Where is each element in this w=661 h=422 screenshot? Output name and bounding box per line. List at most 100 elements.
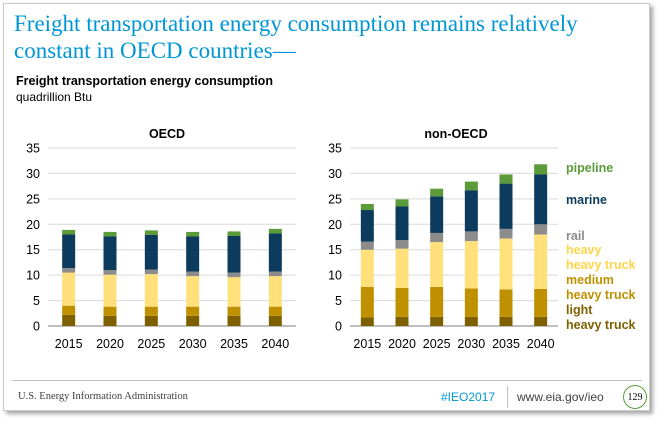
legend-label-heavy-heavy-truck: heavy — [566, 243, 601, 257]
non-oecd-bar-rail — [395, 240, 409, 249]
non-oecd-x-tick-label: 2030 — [457, 337, 485, 351]
non-oecd-x-tick-label: 2020 — [388, 337, 416, 351]
non-oecd-bar-rail — [464, 231, 478, 242]
non-oecd-bar-heavy-heavy-truck — [360, 249, 374, 287]
non-oecd-bar-light-heavy-truck — [534, 316, 548, 326]
non-oecd-y-tick-label: 10 — [328, 269, 342, 283]
non-oecd-bar-medium-heavy-truck — [395, 287, 409, 317]
legend-label-pipeline: pipeline — [566, 161, 613, 175]
non-oecd-bar-heavy-heavy-truck — [534, 234, 548, 289]
oecd-bar-heavy-heavy-truck — [186, 276, 200, 307]
non-oecd-bar-marine — [430, 196, 444, 233]
footer-agency: U.S. Energy Information Administration — [18, 391, 188, 402]
oecd-bar-light-heavy-truck — [62, 314, 76, 326]
oecd-bar-medium-heavy-truck — [186, 306, 200, 316]
oecd-bar-marine — [186, 236, 200, 272]
oecd-bar-heavy-heavy-truck — [103, 274, 117, 307]
legend-label-rail: rail — [566, 229, 585, 243]
legend-label-medium-heavy-truck: heavy truck — [566, 288, 636, 302]
non-oecd-bar-light-heavy-truck — [499, 316, 513, 326]
oecd-y-tick-label: 35 — [26, 142, 40, 156]
oecd-bar-medium-heavy-truck — [62, 305, 76, 315]
footer-url[interactable]: www.eia.gov/ieo — [517, 390, 604, 404]
legend-label-light-heavy-truck: light — [566, 303, 593, 317]
oecd-bar-rail — [227, 272, 241, 278]
non-oecd-y-tick-label: 15 — [328, 243, 342, 257]
non-oecd-bar-pipeline — [360, 203, 374, 211]
non-oecd-x-tick-label: 2015 — [353, 337, 381, 351]
non-oecd-bar-medium-heavy-truck — [499, 289, 513, 317]
oecd-bar-medium-heavy-truck — [144, 306, 158, 316]
footer-separator — [507, 386, 508, 408]
non-oecd-bar-marine — [360, 210, 374, 242]
non-oecd-y-tick-label: 0 — [335, 320, 342, 334]
non-oecd-x-tick-label: 2025 — [423, 337, 451, 351]
non-oecd-chart-title: non-OECD — [424, 127, 487, 141]
legend-label-medium-heavy-truck: medium — [566, 273, 614, 287]
oecd-x-tick-label: 2025 — [137, 337, 165, 351]
oecd-x-tick-label: 2035 — [220, 337, 248, 351]
oecd-bar-rail — [103, 270, 117, 275]
non-oecd-y-tick-label: 25 — [328, 192, 342, 206]
non-oecd-bar-marine — [534, 174, 548, 225]
legend-label-marine: marine — [566, 193, 607, 207]
oecd-bar-pipeline — [186, 231, 200, 237]
oecd-chart-title: OECD — [149, 127, 185, 141]
non-oecd-bar-medium-heavy-truck — [360, 286, 374, 318]
oecd-bar-light-heavy-truck — [268, 315, 282, 326]
non-oecd-y-tick-label: 5 — [335, 294, 342, 308]
non-oecd-bar-pipeline — [534, 164, 548, 175]
oecd-bar-marine — [268, 233, 282, 272]
oecd-bar-pipeline — [268, 228, 282, 234]
oecd-y-tick-label: 20 — [26, 218, 40, 232]
oecd-bar-heavy-heavy-truck — [268, 276, 282, 307]
non-oecd-bar-light-heavy-truck — [395, 316, 409, 326]
footer-hashtag[interactable]: #IEO2017 — [441, 390, 496, 404]
non-oecd-bar-pipeline — [430, 188, 444, 197]
non-oecd-bar-marine — [464, 190, 478, 232]
oecd-bar-marine — [227, 235, 241, 273]
oecd-x-tick-label: 2040 — [261, 337, 289, 351]
oecd-bar-light-heavy-truck — [144, 315, 158, 326]
oecd-bar-heavy-heavy-truck — [62, 272, 76, 306]
non-oecd-bar-heavy-heavy-truck — [464, 241, 478, 289]
oecd-bar-marine — [103, 236, 117, 271]
non-oecd-bar-light-heavy-truck — [360, 317, 374, 326]
oecd-x-tick-label: 2030 — [179, 337, 207, 351]
oecd-x-tick-label: 2015 — [55, 337, 83, 351]
chart-subtitle: Freight transportation energy consumptio… — [16, 74, 273, 88]
slide: Freight transportation energy consumptio… — [3, 3, 650, 411]
non-oecd-bar-rail — [360, 241, 374, 250]
footer-divider — [12, 380, 642, 381]
oecd-bar-rail — [144, 269, 158, 275]
chart-unit: quadrillion Btu — [16, 90, 93, 104]
non-oecd-bar-marine — [499, 183, 513, 229]
oecd-bar-pipeline — [62, 229, 76, 235]
oecd-bar-pipeline — [227, 231, 241, 236]
non-oecd-bar-pipeline — [499, 174, 513, 184]
oecd-x-tick-label: 2020 — [96, 337, 124, 351]
non-oecd-bar-pipeline — [395, 199, 409, 207]
oecd-bar-medium-heavy-truck — [103, 306, 117, 316]
non-oecd-y-tick-label: 30 — [328, 167, 342, 181]
oecd-bar-heavy-heavy-truck — [144, 274, 158, 307]
oecd-bar-heavy-heavy-truck — [227, 277, 241, 307]
non-oecd-bar-marine — [395, 206, 409, 241]
oecd-bar-marine — [144, 234, 158, 270]
non-oecd-y-tick-label: 35 — [328, 142, 342, 156]
non-oecd-x-tick-label: 2035 — [492, 337, 520, 351]
oecd-bar-rail — [62, 268, 76, 273]
non-oecd-bar-medium-heavy-truck — [534, 288, 548, 317]
non-oecd-bar-rail — [534, 224, 548, 235]
oecd-y-tick-label: 15 — [26, 243, 40, 257]
oecd-bar-rail — [268, 271, 282, 277]
non-oecd-bar-rail — [499, 228, 513, 239]
legend-label-light-heavy-truck: heavy truck — [566, 318, 636, 332]
oecd-bar-light-heavy-truck — [186, 315, 200, 326]
non-oecd-x-tick-label: 2040 — [527, 337, 555, 351]
oecd-y-tick-label: 10 — [26, 269, 40, 283]
non-oecd-bar-medium-heavy-truck — [430, 286, 444, 317]
oecd-y-tick-label: 30 — [26, 167, 40, 181]
non-oecd-bar-light-heavy-truck — [430, 316, 444, 326]
